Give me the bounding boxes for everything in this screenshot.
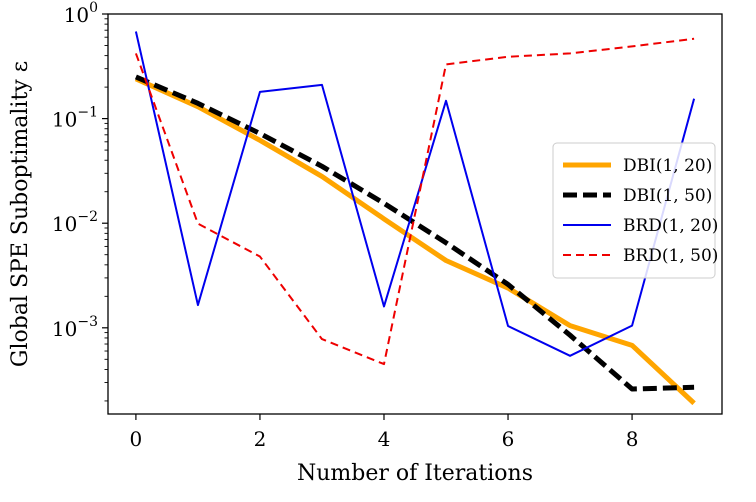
y-tick-label: 10−1 [52,105,98,132]
legend-box [552,142,716,279]
series-line-3 [134,31,696,357]
y-tick-label: 10−2 [52,209,98,236]
x-axis-label: Number of Iterations [297,461,533,486]
y-axis-label: Global SPE Suboptimality ε [8,61,33,367]
legend-entry-label: DBI(1, 20) [623,156,712,176]
y-tick-label: 100 [64,0,98,27]
series-line-4 [134,37,695,366]
legend-entry-label: DBI(1, 50) [623,186,712,206]
series-layer [134,31,696,406]
legend-entry-label: BRD(1, 20) [623,216,718,236]
y-tick-label: 10−3 [52,314,98,341]
legend-entry-label: BRD(1, 50) [623,246,718,266]
plot-frame [107,13,723,415]
series-line-1 [134,76,696,406]
legend: DBI(1, 20) DBI(1, 50) BRD(1, 20) BRD(1, 50) [552,142,718,279]
x-tick-label: 0 [130,427,143,451]
x-tick-label: 6 [502,427,515,451]
tick-layer: 0 2 4 6 8 10−3 10−2 10−1 100 [52,0,639,451]
x-tick-label: 4 [378,427,391,451]
x-tick-label: 2 [254,427,267,451]
series-line-2 [134,74,695,392]
x-tick-label: 8 [626,427,639,451]
